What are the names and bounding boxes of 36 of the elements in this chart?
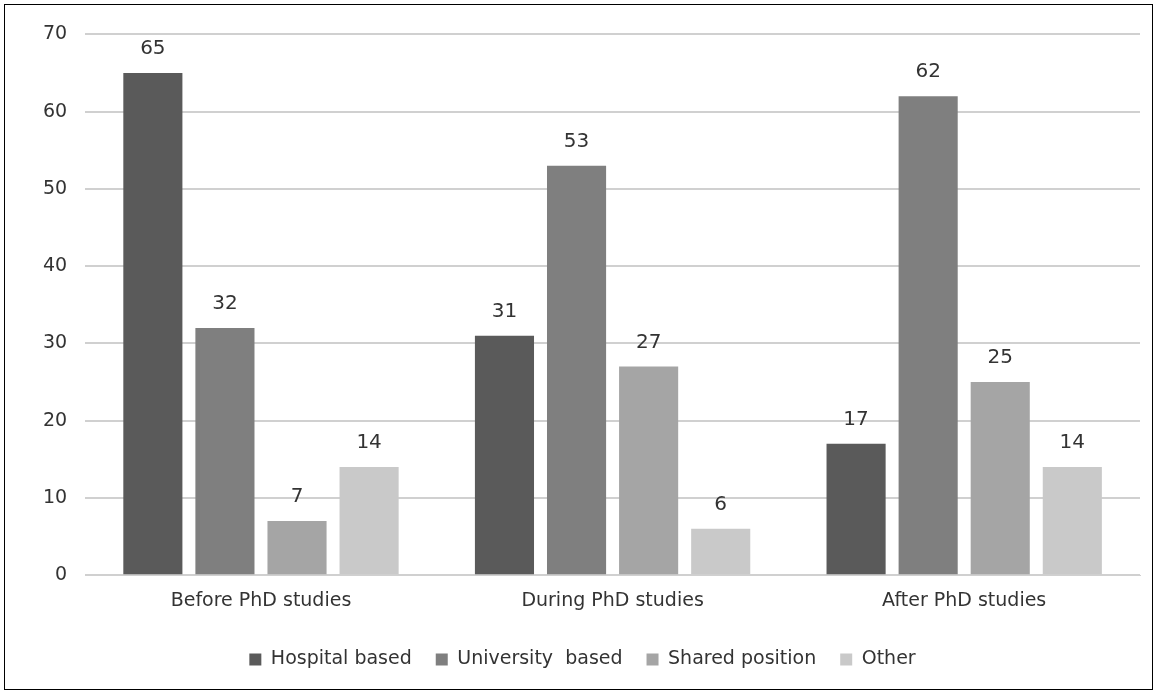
y-tick-label: 0 [55,562,68,585]
data-label: 17 [843,406,869,431]
legend-label: Hospital based [270,646,412,669]
bar [195,327,255,575]
x-tick-label: During PhD studies [521,587,704,610]
data-label: 62 [915,58,941,83]
x-tick-label: After PhD studies [882,587,1047,610]
bar [970,382,1030,575]
data-label: 7 [290,483,304,508]
bar [474,335,535,575]
bar [123,73,183,575]
data-label: 65 [140,35,166,60]
data-label: 53 [563,127,590,152]
data-label: 14 [356,429,382,454]
legend-label: University based [457,646,623,669]
bar [826,443,886,575]
bar [267,521,327,575]
data-label: 6 [714,491,728,516]
bar [619,366,679,575]
data-label: 31 [491,297,518,322]
y-tick-label: 60 [42,98,68,121]
y-tick-label: 30 [42,330,68,353]
data-label: 14 [1059,429,1086,454]
y-tick-label: 10 [42,484,68,507]
y-tick-label: 40 [42,253,68,276]
y-tick-label: 20 [42,407,68,430]
bar [898,96,958,575]
bar [547,165,607,575]
y-tick-label: 50 [42,175,68,198]
y-tick-label: 70 [42,21,68,44]
legend-label: Other [861,646,916,669]
legend-label: Shared position [668,646,817,669]
x-tick-label: Before PhD studies [170,587,352,610]
data-label: 32 [212,290,238,315]
data-label: 25 [987,344,1013,369]
data-label: 27 [635,328,662,353]
